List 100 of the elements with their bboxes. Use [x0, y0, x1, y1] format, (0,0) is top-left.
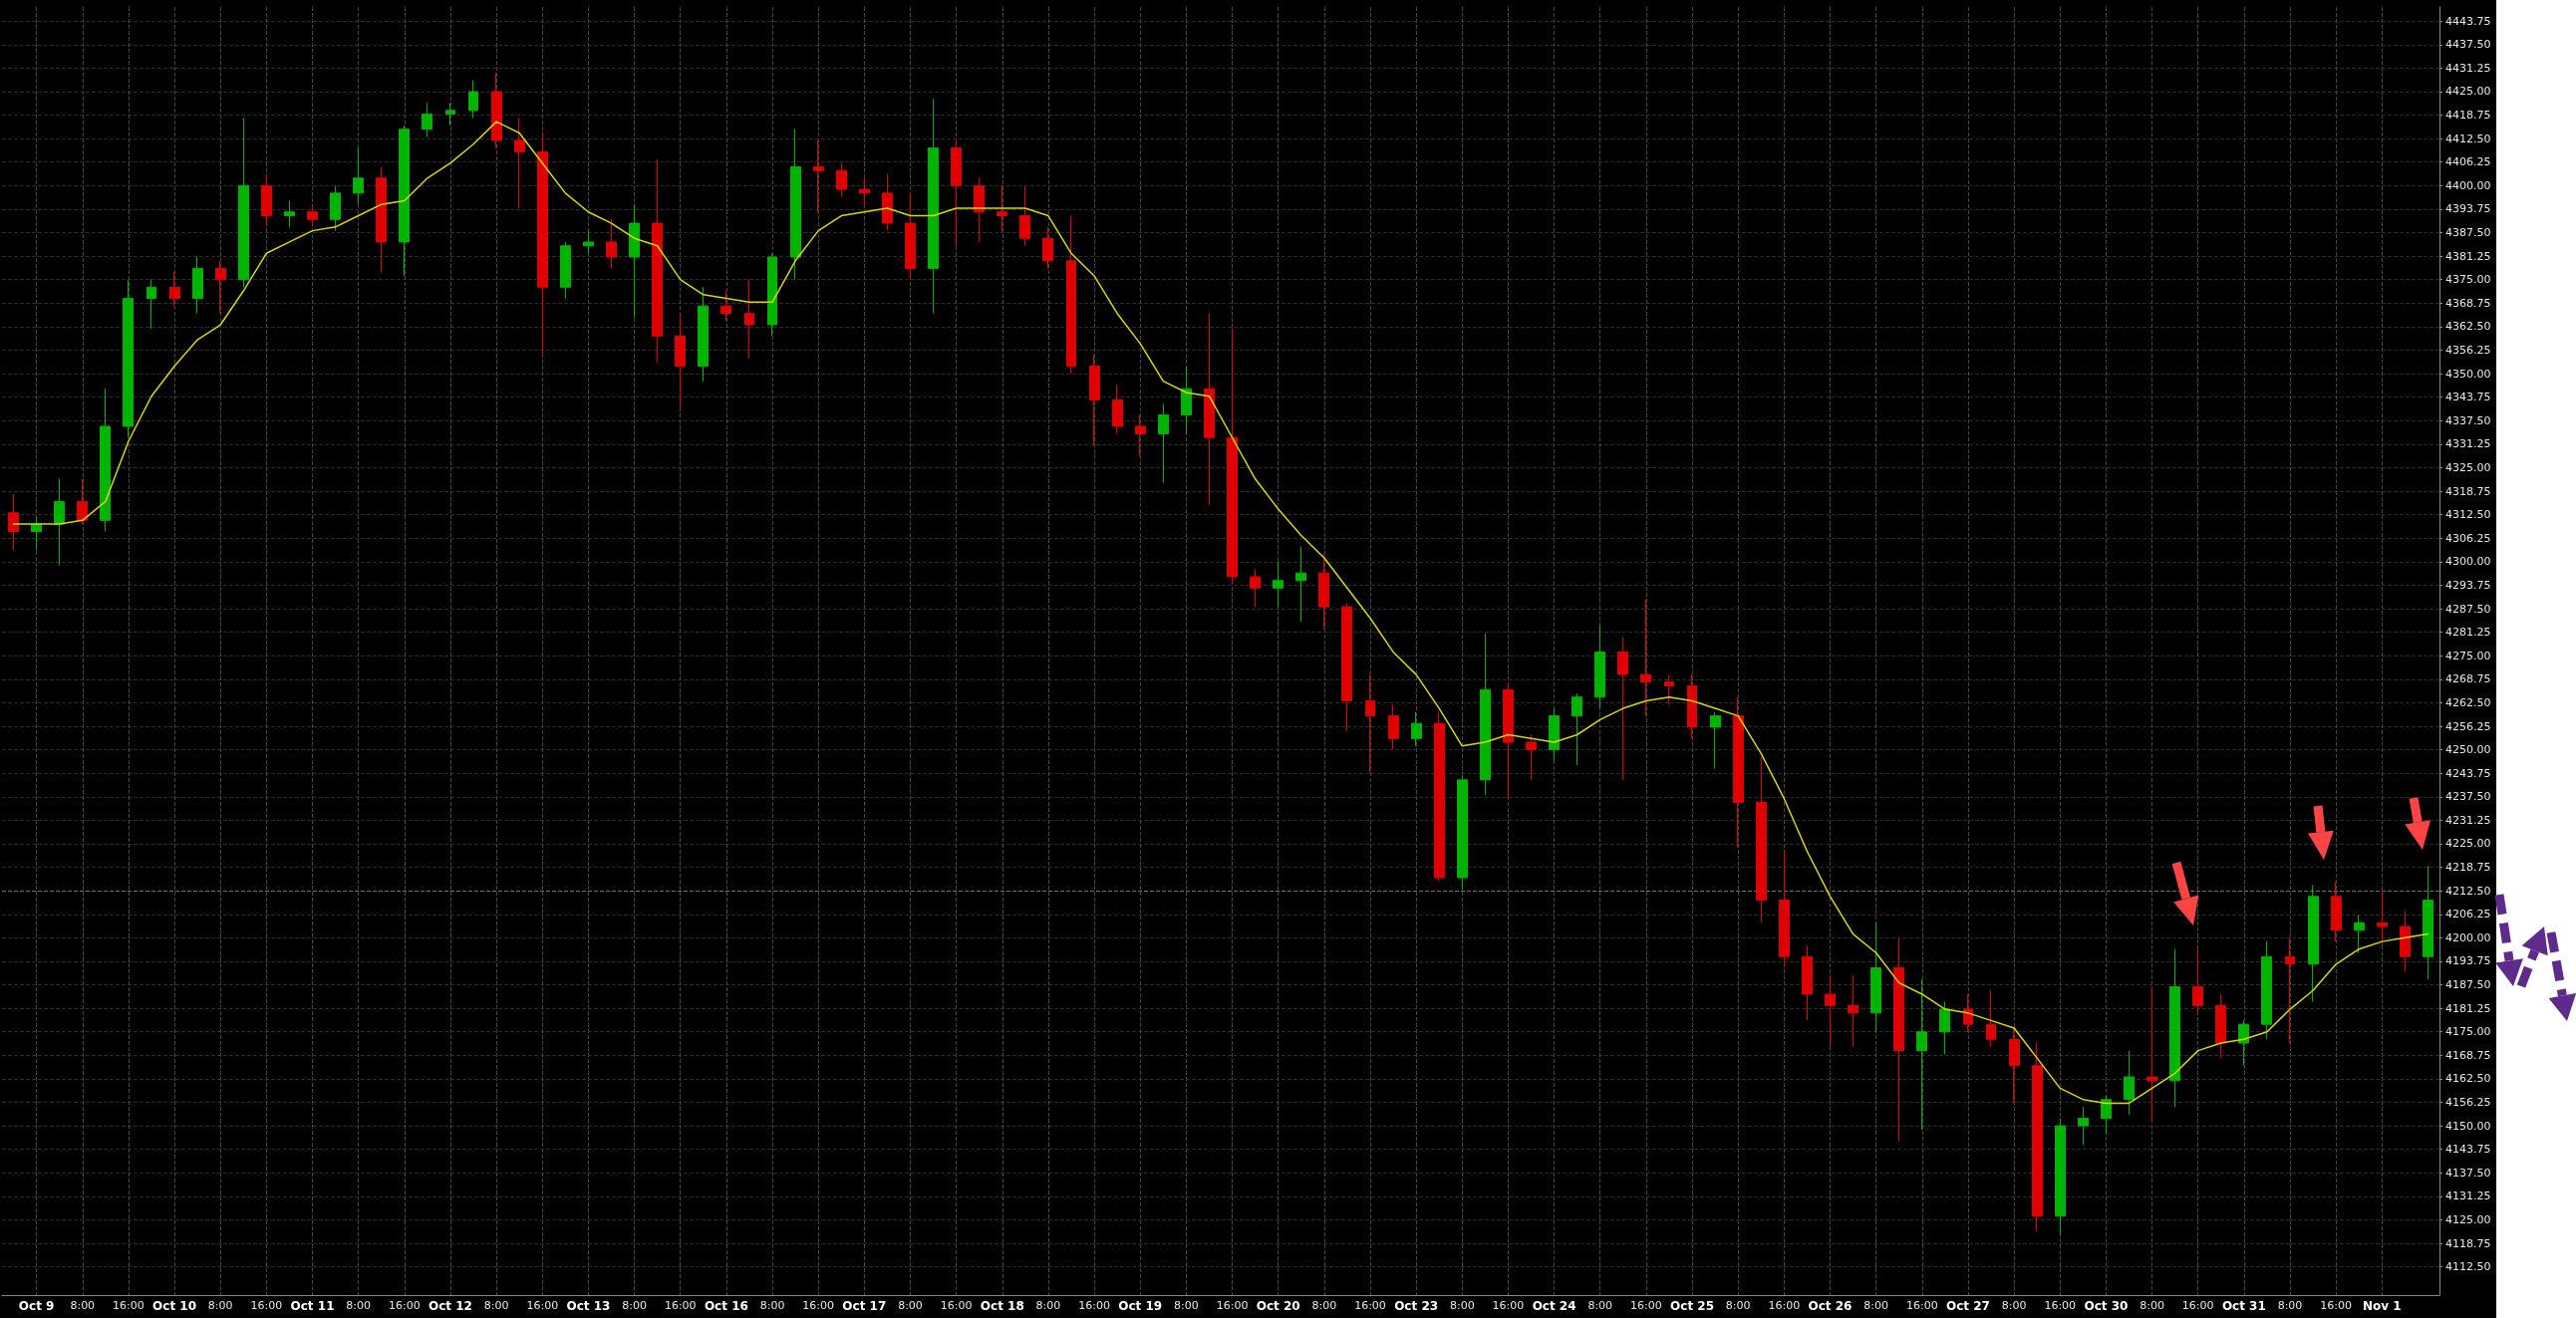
x-tick-label: Oct 27 — [1945, 1299, 1990, 1313]
candlestick — [675, 313, 686, 408]
candlestick — [1848, 974, 1859, 1048]
y-tick-label: 4356.25 — [2445, 343, 2491, 357]
candlestick — [1273, 561, 1284, 608]
x-tick-label: 16:00 — [2044, 1299, 2077, 1312]
y-tick-label: 4200.00 — [2445, 930, 2491, 944]
candlestick — [1710, 711, 1721, 769]
candlestick — [720, 290, 731, 322]
y-tick-label: 4175.00 — [2445, 1025, 2491, 1039]
x-tick-label: 8:00 — [1311, 1299, 1337, 1312]
candlestick — [2285, 936, 2295, 1044]
x-tick-label: Oct 13 — [566, 1299, 611, 1313]
candlestick — [1089, 354, 1100, 446]
y-tick-label: 4118.75 — [2445, 1236, 2491, 1250]
candlestick — [1916, 978, 1927, 1131]
candlestick — [2192, 948, 2203, 1014]
y-tick-label: 4231.25 — [2445, 813, 2491, 827]
y-tick-label: 4137.50 — [2445, 1166, 2491, 1180]
y-tick-label: 4318.75 — [2445, 484, 2491, 498]
x-tick-label: 16:00 — [1078, 1299, 1110, 1312]
candlestick — [928, 98, 939, 315]
x-tick-label: 16:00 — [802, 1299, 835, 1312]
candlestick — [1893, 936, 1904, 1142]
candlestick — [1250, 568, 1261, 608]
x-tick-label: 8:00 — [2001, 1299, 2027, 1312]
y-tick-label: 4237.50 — [2445, 790, 2491, 804]
y-tick-label: 4443.75 — [2445, 14, 2491, 28]
candlestick — [2055, 1118, 2066, 1236]
candlestick — [2124, 1050, 2135, 1116]
x-tick-label: 8:00 — [622, 1299, 647, 1312]
candlestick — [1388, 703, 1399, 751]
candlestick — [882, 173, 893, 232]
candlestick — [192, 256, 203, 315]
candlestick — [2169, 948, 2180, 1108]
x-tick-label: Oct 18 — [980, 1299, 1024, 1313]
y-tick-label: 4306.25 — [2445, 531, 2491, 545]
candlestick — [1870, 922, 1881, 1033]
y-tick-label: 4143.75 — [2445, 1143, 2491, 1157]
candlestick — [1365, 673, 1375, 773]
y-tick-label: 4406.25 — [2445, 155, 2491, 169]
candlestick — [1135, 414, 1146, 457]
y-tick-label: 4225.00 — [2445, 837, 2491, 851]
candlestick — [813, 139, 824, 213]
y-tick-label: 4262.50 — [2445, 695, 2491, 709]
candlestick — [1480, 633, 1491, 796]
candlestick — [514, 117, 525, 209]
candlestick — [606, 218, 617, 269]
candlestick — [77, 478, 88, 525]
candlestick — [1640, 599, 1651, 717]
candlestick — [1687, 673, 1697, 739]
candlestick — [1594, 625, 1605, 709]
candlestick — [1756, 756, 1767, 923]
y-tick-label: 4412.50 — [2445, 132, 2491, 145]
y-tick-label: 4268.75 — [2445, 672, 2491, 686]
candlestick — [1664, 673, 1674, 705]
candlestick — [1341, 602, 1352, 732]
y-tick-label: 4206.25 — [2445, 908, 2491, 922]
y-tick-label: 4293.75 — [2445, 578, 2491, 592]
candlestick — [1963, 993, 1973, 1033]
y-tick-label: 4437.50 — [2445, 38, 2491, 52]
candlestick — [445, 102, 455, 127]
y-tick-label: 4425.00 — [2445, 85, 2491, 99]
y-tick-label: 4125.00 — [2445, 1213, 2491, 1226]
candlestick — [100, 388, 111, 533]
x-tick-label: 16:00 — [1905, 1299, 1938, 1312]
candlestick — [744, 279, 754, 360]
candlestick — [1526, 734, 1537, 781]
candlestick — [1733, 696, 1744, 849]
candlestick — [353, 147, 364, 205]
x-tick-label: 16:00 — [940, 1299, 973, 1312]
y-tick-label: 4362.50 — [2445, 320, 2491, 334]
y-tick-label: 4431.25 — [2445, 61, 2491, 75]
x-tick-label: 8:00 — [483, 1299, 509, 1312]
y-tick-label: 4300.00 — [2445, 555, 2491, 569]
y-tick-label: 4168.75 — [2445, 1048, 2491, 1062]
x-tick-label: 16:00 — [526, 1299, 559, 1312]
candlestick — [859, 177, 870, 209]
x-tick-label: 16:00 — [2320, 1299, 2353, 1312]
candlestick — [1295, 546, 1306, 623]
x-tick-label: 16:00 — [1354, 1299, 1386, 1312]
candlestick — [951, 139, 962, 247]
y-tick-label: 4381.25 — [2445, 249, 2491, 263]
y-tick-label: 4275.00 — [2445, 649, 2491, 662]
candlestick — [422, 102, 432, 137]
candlestick — [399, 125, 410, 277]
candlestick — [215, 260, 226, 315]
candlestick — [2215, 993, 2226, 1059]
candlestick — [54, 478, 65, 567]
y-tick-label: 4181.25 — [2445, 1001, 2491, 1015]
x-tick-label: 16:00 — [113, 1299, 144, 1312]
x-tick-label: Oct 20 — [1256, 1299, 1300, 1313]
candlestick — [2308, 885, 2319, 1003]
x-tick-label: 8:00 — [898, 1299, 923, 1312]
candlestick — [1019, 184, 1030, 247]
candlestick — [284, 199, 295, 228]
x-tick-label: 16:00 — [1768, 1299, 1801, 1312]
candlestick — [376, 165, 387, 273]
x-tick-label: 8:00 — [207, 1299, 233, 1312]
x-tick-label: Oct 10 — [152, 1299, 197, 1313]
